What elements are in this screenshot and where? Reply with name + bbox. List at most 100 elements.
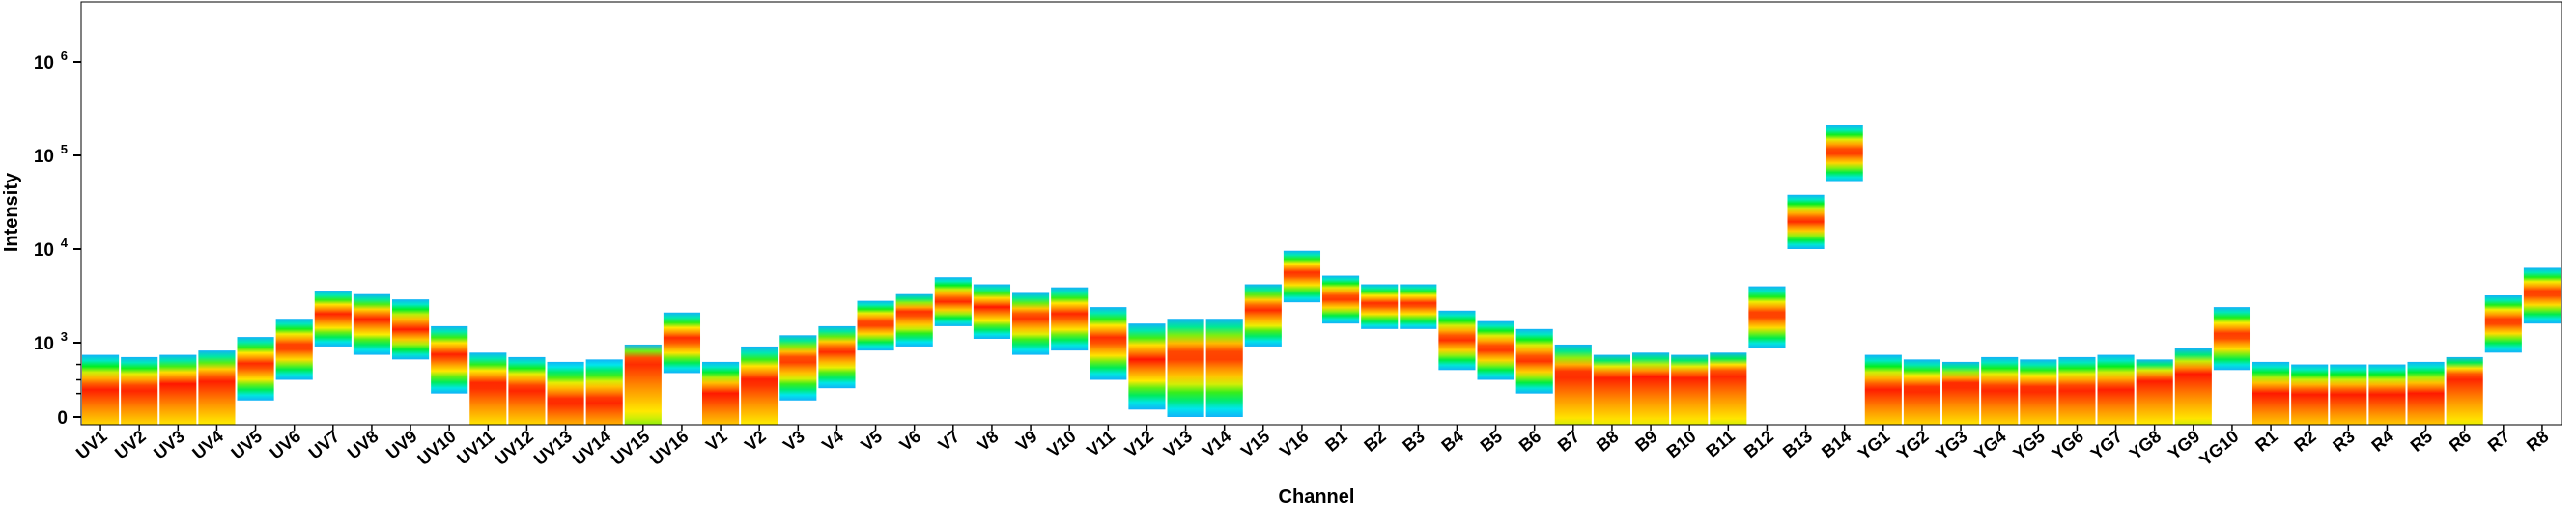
distribution-v3 [779,335,817,401]
y-tick-exponent: 6 [61,48,68,63]
distribution-uv11 [469,352,507,425]
distribution-r8 [2523,267,2562,324]
distribution-yg3 [1942,361,1980,425]
x-tick-label: UV2 [111,427,150,463]
x-tick-label: V8 [974,427,1003,455]
x-tick-label: R4 [2367,427,2396,456]
x-tick-label: UV3 [150,427,188,463]
x-tick-label: UV7 [305,427,344,463]
y-axis-label: Intensity [1,172,22,252]
distribution-v6 [895,293,933,347]
x-tick-label: V13 [1160,427,1196,461]
distribution-uv2 [121,356,158,425]
x-tick-label: YG3 [1932,427,1970,463]
distribution-v4 [818,325,856,389]
x-tick-label: V3 [779,427,808,455]
distribution-v2 [741,346,778,425]
distribution-uv4 [198,350,236,425]
x-tick-label: UV8 [344,427,382,463]
x-tick-label: B13 [1779,427,1816,462]
distribution-yg10 [2213,307,2251,371]
distribution-b9 [1632,352,1670,425]
distribution-v8 [973,284,1011,339]
distribution-v7 [934,277,972,326]
x-tick-label: V2 [741,427,770,455]
x-tick-label: V4 [818,427,847,455]
distribution-r1 [2252,361,2290,425]
distribution-b7 [1554,344,1592,425]
distribution-uv12 [508,356,546,425]
x-tick-label: V9 [1012,427,1041,455]
x-tick-label: V10 [1043,427,1079,461]
distribution-r7 [2484,295,2522,353]
x-axis-label: Channel [1279,487,1355,508]
x-tick-label: V6 [896,427,925,455]
x-tick-label: R2 [2290,427,2319,456]
distribution-b13 [1787,194,1825,249]
distribution-v14 [1205,319,1243,417]
distribution-r4 [2368,364,2406,425]
distribution-r5 [2407,361,2445,425]
distribution-v11 [1090,307,1127,380]
x-tick-label: B12 [1741,427,1777,462]
x-tick-label: B11 [1702,427,1738,461]
distribution-b5 [1477,320,1514,380]
x-tick-label: V1 [702,427,731,455]
distribution-yg4 [1981,356,2019,425]
distribution-b4 [1438,310,1476,371]
y-tick-label: 10 [34,334,54,354]
x-tick-label: V16 [1276,427,1312,461]
x-tick-label: B1 [1321,427,1350,456]
x-tick-label: B4 [1437,427,1466,456]
x-tick-label: B6 [1515,427,1544,456]
x-tick-label: YG7 [2087,427,2126,463]
y-tick-exponent: 4 [61,236,69,250]
x-tick-label: UV1 [72,427,111,463]
distribution-uv13 [547,361,584,425]
x-tick-label: UV4 [188,427,227,463]
x-tick-label: UV12 [492,427,537,469]
x-tick-label: V15 [1237,427,1273,461]
x-tick-label: B8 [1593,427,1622,456]
y-tick-exponent: 5 [61,142,68,156]
x-tick-label: B7 [1554,427,1583,456]
distribution-uv3 [159,354,197,425]
distribution-uv7 [314,291,352,347]
x-tick-label: YG2 [1893,427,1932,463]
distribution-v10 [1051,287,1089,351]
x-tick-label: V12 [1121,427,1157,461]
x-tick-label: UV11 [453,427,498,469]
x-tick-label: YG4 [1970,427,2009,463]
x-tick-label: YG8 [2126,427,2165,463]
x-tick-label: YG5 [2009,427,2048,463]
distribution-uv1 [82,354,120,425]
x-tick-label: UV13 [530,427,576,469]
x-tick-label: R8 [2523,427,2552,456]
distribution-uv8 [353,293,391,355]
x-tick-label: UV15 [608,427,653,469]
distribution-uv16 [663,312,701,374]
x-tick-label: R7 [2484,427,2513,456]
x-tick-label: UV9 [382,427,421,463]
x-tick-label: V14 [1199,427,1234,461]
distribution-v12 [1128,323,1166,410]
distribution-v16 [1283,250,1321,303]
x-tick-label: B10 [1663,427,1700,462]
distribution-b11 [1710,352,1747,425]
distribution-r6 [2446,356,2483,425]
distribution-b14 [1826,125,1863,182]
x-tick-label: B5 [1477,427,1506,456]
x-tick-label: UV16 [646,427,692,469]
distribution-yg5 [2020,359,2057,425]
x-tick-label: UV6 [267,427,305,463]
x-tick-label: R5 [2407,427,2436,456]
plot-frame [80,1,2562,426]
y-tick-label: 0 [57,408,68,429]
distribution-b12 [1748,286,1786,349]
distribution-uv14 [585,359,623,425]
distribution-uv15 [624,344,662,425]
y-tick-label: 10 [34,147,54,167]
distribution-v9 [1012,292,1050,355]
plot-area [82,125,2562,425]
